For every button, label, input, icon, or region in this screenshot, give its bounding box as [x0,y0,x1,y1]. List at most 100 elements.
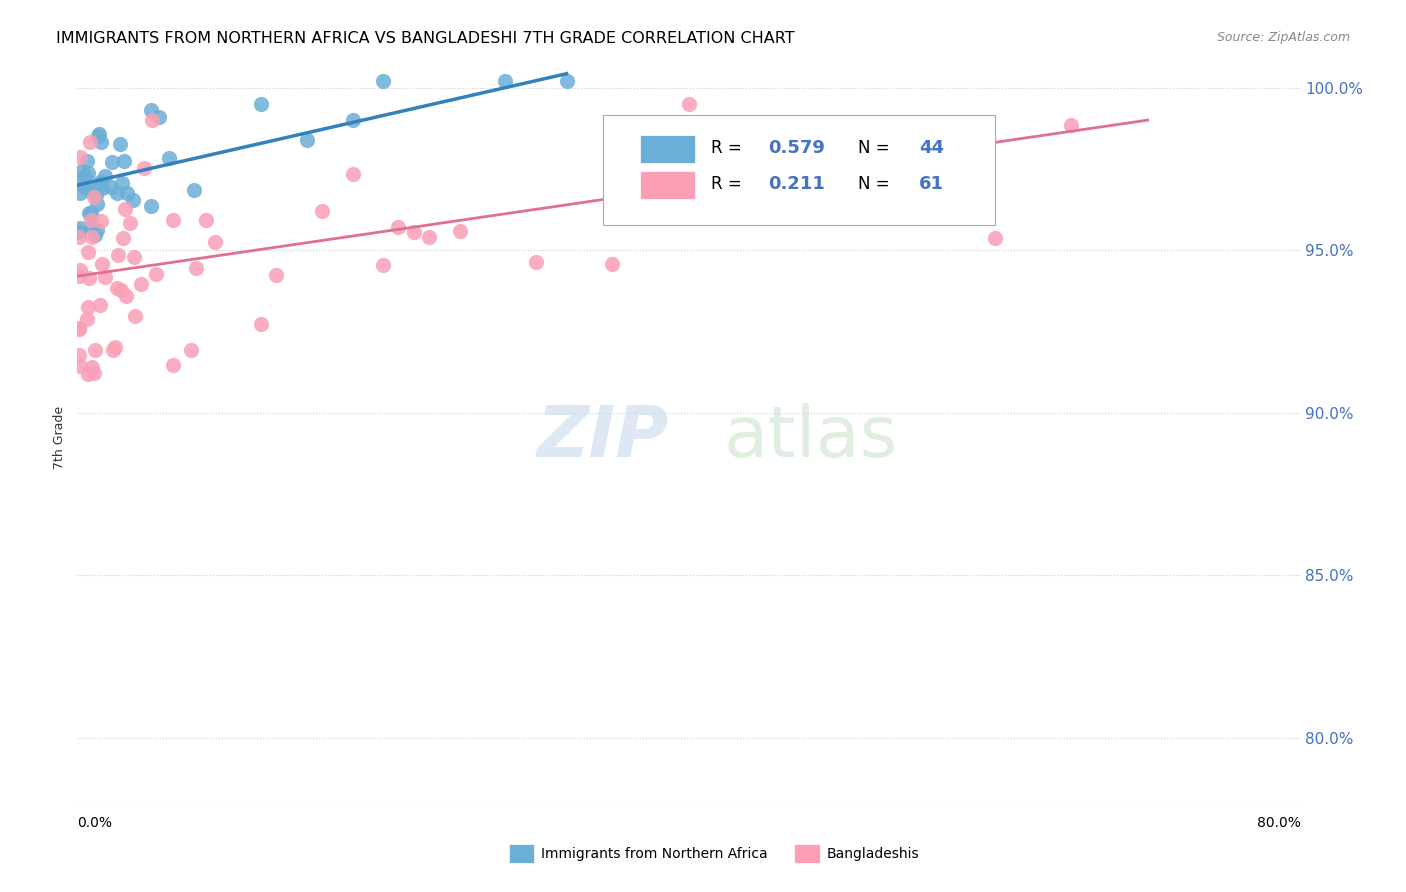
Point [77,270,100,285]
Point [76,312,98,326]
Point [89,298,111,312]
Text: N =: N = [858,139,894,157]
Point [145,267,167,281]
Point [342,112,364,127]
Point [124,310,146,324]
Point [124,250,146,264]
Point [76,154,98,169]
Point [122,193,145,207]
Point [602,257,624,271]
Point [103,343,125,358]
FancyBboxPatch shape [603,115,995,225]
Point [76,166,98,180]
Text: R =: R = [711,175,747,193]
Point [87,128,110,142]
Point [204,235,226,249]
Point [111,231,134,245]
Point [69,220,91,235]
Point [139,103,162,117]
Point [118,216,141,230]
Point [111,176,134,190]
Point [80,185,103,199]
Point [131,277,153,292]
Text: ZIP: ZIP [537,402,669,472]
Point [67,225,90,239]
Text: N =: N = [858,175,894,193]
Point [67,321,90,335]
Bar [794,844,820,863]
Point [180,343,202,357]
Text: 44: 44 [920,139,943,157]
Point [495,74,517,88]
Text: R =: R = [711,139,747,157]
Point [90,135,112,149]
Text: Bangladeshis: Bangladeshis [827,847,920,861]
Point [108,137,131,152]
Point [73,169,96,184]
Point [371,258,394,272]
Point [67,269,90,284]
Point [77,206,100,220]
Point [186,260,208,275]
Point [555,74,578,88]
Point [77,244,100,259]
Point [79,135,101,149]
Point [105,281,128,295]
Point [112,153,135,168]
Text: atlas: atlas [724,402,898,472]
Point [342,167,364,181]
Point [402,225,425,239]
Point [524,255,547,269]
Point [418,230,440,244]
Point [80,219,103,234]
Point [105,186,128,201]
Point [67,348,90,362]
Point [80,230,103,244]
Point [141,113,163,128]
Point [387,219,409,234]
Point [139,199,162,213]
Point [264,268,287,283]
Point [157,151,180,165]
Point [678,97,700,112]
Point [90,214,112,228]
Point [67,230,90,244]
Point [183,183,205,197]
Point [69,359,91,373]
Point [82,359,104,374]
Point [70,164,93,178]
Point [83,366,105,380]
Point [115,186,138,201]
Point [250,318,273,332]
Text: IMMIGRANTS FROM NORTHERN AFRICA VS BANGLADESHI 7TH GRADE CORRELATION CHART: IMMIGRANTS FROM NORTHERN AFRICA VS BANGL… [56,31,794,46]
Point [90,180,112,194]
Point [115,289,138,303]
Point [100,180,122,194]
Point [1060,118,1083,132]
Text: 0.0%: 0.0% [77,816,112,830]
Point [148,110,170,124]
Point [76,367,98,381]
Text: 80.0%: 80.0% [1257,816,1301,830]
Point [132,161,155,176]
Point [67,321,90,335]
Point [107,248,129,262]
Point [69,186,91,201]
Point [984,231,1007,245]
Point [250,97,273,112]
Point [371,74,394,88]
Point [84,227,107,242]
Point [101,155,124,169]
Bar [509,844,534,863]
Point [69,150,91,164]
Y-axis label: 7th Grade: 7th Grade [53,406,66,468]
Text: Immigrants from Northern Africa: Immigrants from Northern Africa [541,847,768,861]
Point [91,257,114,271]
Point [449,224,471,238]
Point [86,196,108,211]
Point [87,129,110,144]
Point [94,169,117,183]
Point [195,212,218,227]
FancyBboxPatch shape [640,171,695,199]
Point [87,178,110,192]
